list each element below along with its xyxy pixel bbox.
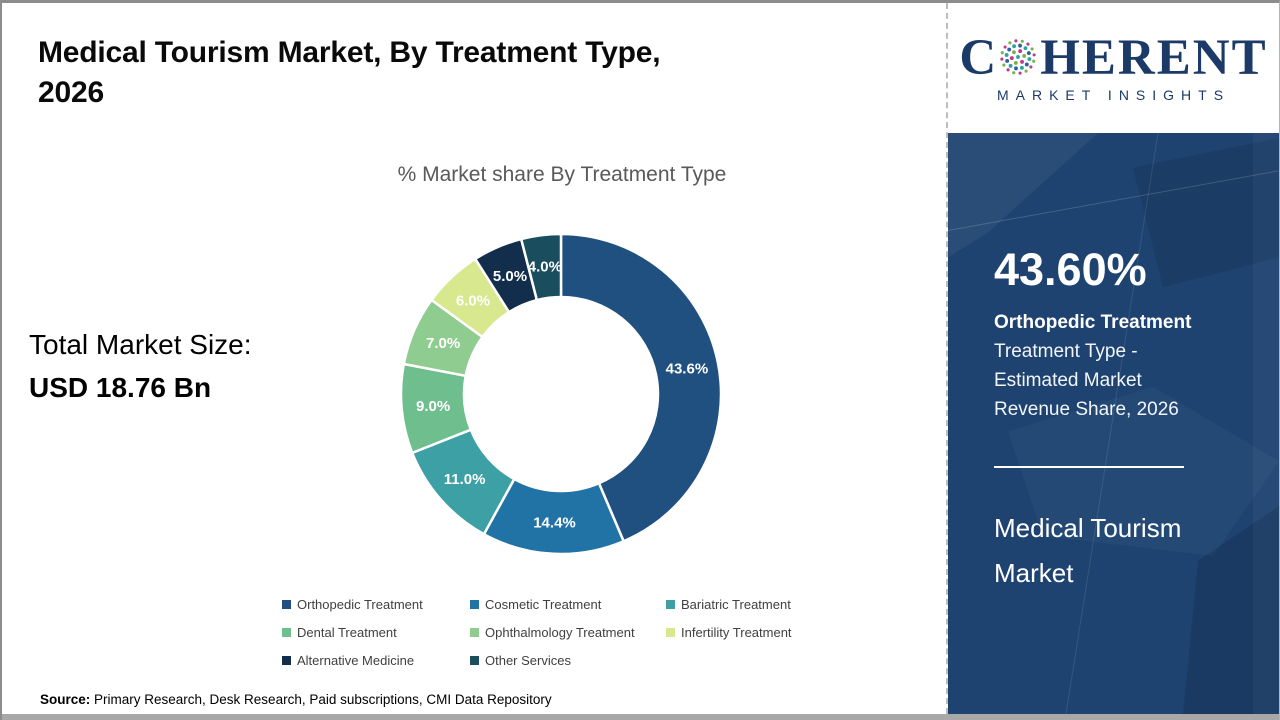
legend-label: Other Services — [485, 653, 571, 668]
segment-label: 43.6% — [666, 360, 709, 377]
legend-item: Other Services — [470, 653, 666, 668]
total-market-size-label: Total Market Size: — [29, 329, 252, 360]
source-note: Source: Primary Research, Desk Research,… — [40, 692, 552, 707]
legend-swatch-icon — [666, 628, 675, 637]
legend-swatch-icon — [282, 600, 291, 609]
legend-item: Dental Treatment — [282, 625, 470, 640]
legend-label: Dental Treatment — [297, 625, 397, 640]
chart-legend: Orthopedic Treatment Cosmetic Treatment Ba… — [282, 597, 792, 668]
segment-label: 9.0% — [416, 398, 450, 415]
legend-swatch-icon — [470, 628, 479, 637]
panel-market-title: Medical Tourism Market — [994, 513, 1182, 588]
donut-segment — [519, 232, 563, 302]
map-texture — [948, 133, 1279, 714]
coherent-logo: C HERENT MARKET INSIGHTS — [948, 3, 1279, 133]
stat-description: Treatment Type - Estimated Market Revenu… — [994, 341, 1179, 420]
logo-letter-c: C — [959, 30, 997, 86]
legend-swatch-icon — [282, 628, 291, 637]
source-label: Source: — [40, 692, 91, 707]
legend-item: Infertility Treatment — [666, 625, 792, 640]
logo-tagline: MARKET INSIGHTS — [996, 87, 1231, 103]
total-market-size: Total Market Size: USD 18.76 Bn — [29, 323, 252, 409]
total-market-size-value: USD 18.76 Bn — [29, 372, 212, 403]
segment-label: 6.0% — [456, 292, 490, 309]
legend-swatch-icon — [470, 600, 479, 609]
segment-label: 7.0% — [426, 335, 460, 352]
segment-label: 14.4% — [533, 514, 576, 531]
stat-value: 43.60% — [994, 244, 1147, 295]
panel-content: 43.60% Orthopedic Treatment Treatment Ty… — [994, 245, 1229, 596]
legend-item: Ophthalmology Treatment — [470, 625, 666, 640]
legend-swatch-icon — [282, 656, 291, 665]
logo-wordmark: C HERENT — [959, 33, 1267, 84]
legend-label: Cosmetic Treatment — [485, 597, 602, 612]
coherent-globe-icon — [1000, 38, 1036, 75]
dashed-divider — [946, 3, 948, 714]
legend-item: Orthopedic Treatment — [282, 597, 470, 612]
legend-label: Ophthalmology Treatment — [485, 625, 635, 640]
legend-label: Alternative Medicine — [297, 653, 415, 668]
legend-swatch-icon — [470, 656, 479, 665]
legend-item: Bariatric Treatment — [666, 597, 792, 612]
donut-chart: 43.6% 14.4% 11.0% 9.0% 7.0% 6.0%5.0%4.0% — [399, 232, 723, 556]
stat-label: Orthopedic Treatment — [994, 312, 1192, 333]
segment-label: 5.0% — [493, 268, 527, 285]
source-text: Primary Research, Desk Research, Paid su… — [90, 692, 552, 707]
legend-swatch-icon — [666, 600, 675, 609]
chart-title: % Market share By Treatment Type — [397, 163, 727, 186]
right-panel: 43.60% Orthopedic Treatment Treatment Ty… — [948, 133, 1279, 714]
legend-item: Cosmetic Treatment — [470, 597, 666, 612]
legend-label: Orthopedic Treatment — [297, 597, 423, 612]
segment-label: 4.0% — [528, 259, 562, 276]
donut-segment — [559, 232, 723, 543]
segment-label: 11.0% — [444, 471, 486, 488]
divider-line — [994, 466, 1184, 468]
legend-item: Alternative Medicine — [282, 653, 470, 668]
legend-label: Infertility Treatment — [681, 625, 792, 640]
bottom-strip — [2, 714, 1279, 720]
legend-label: Bariatric Treatment — [681, 597, 791, 612]
logo-letters-rest: HERENT — [1040, 30, 1268, 86]
page-title: Medical Tourism Market, By Treatment Typ… — [38, 36, 661, 109]
